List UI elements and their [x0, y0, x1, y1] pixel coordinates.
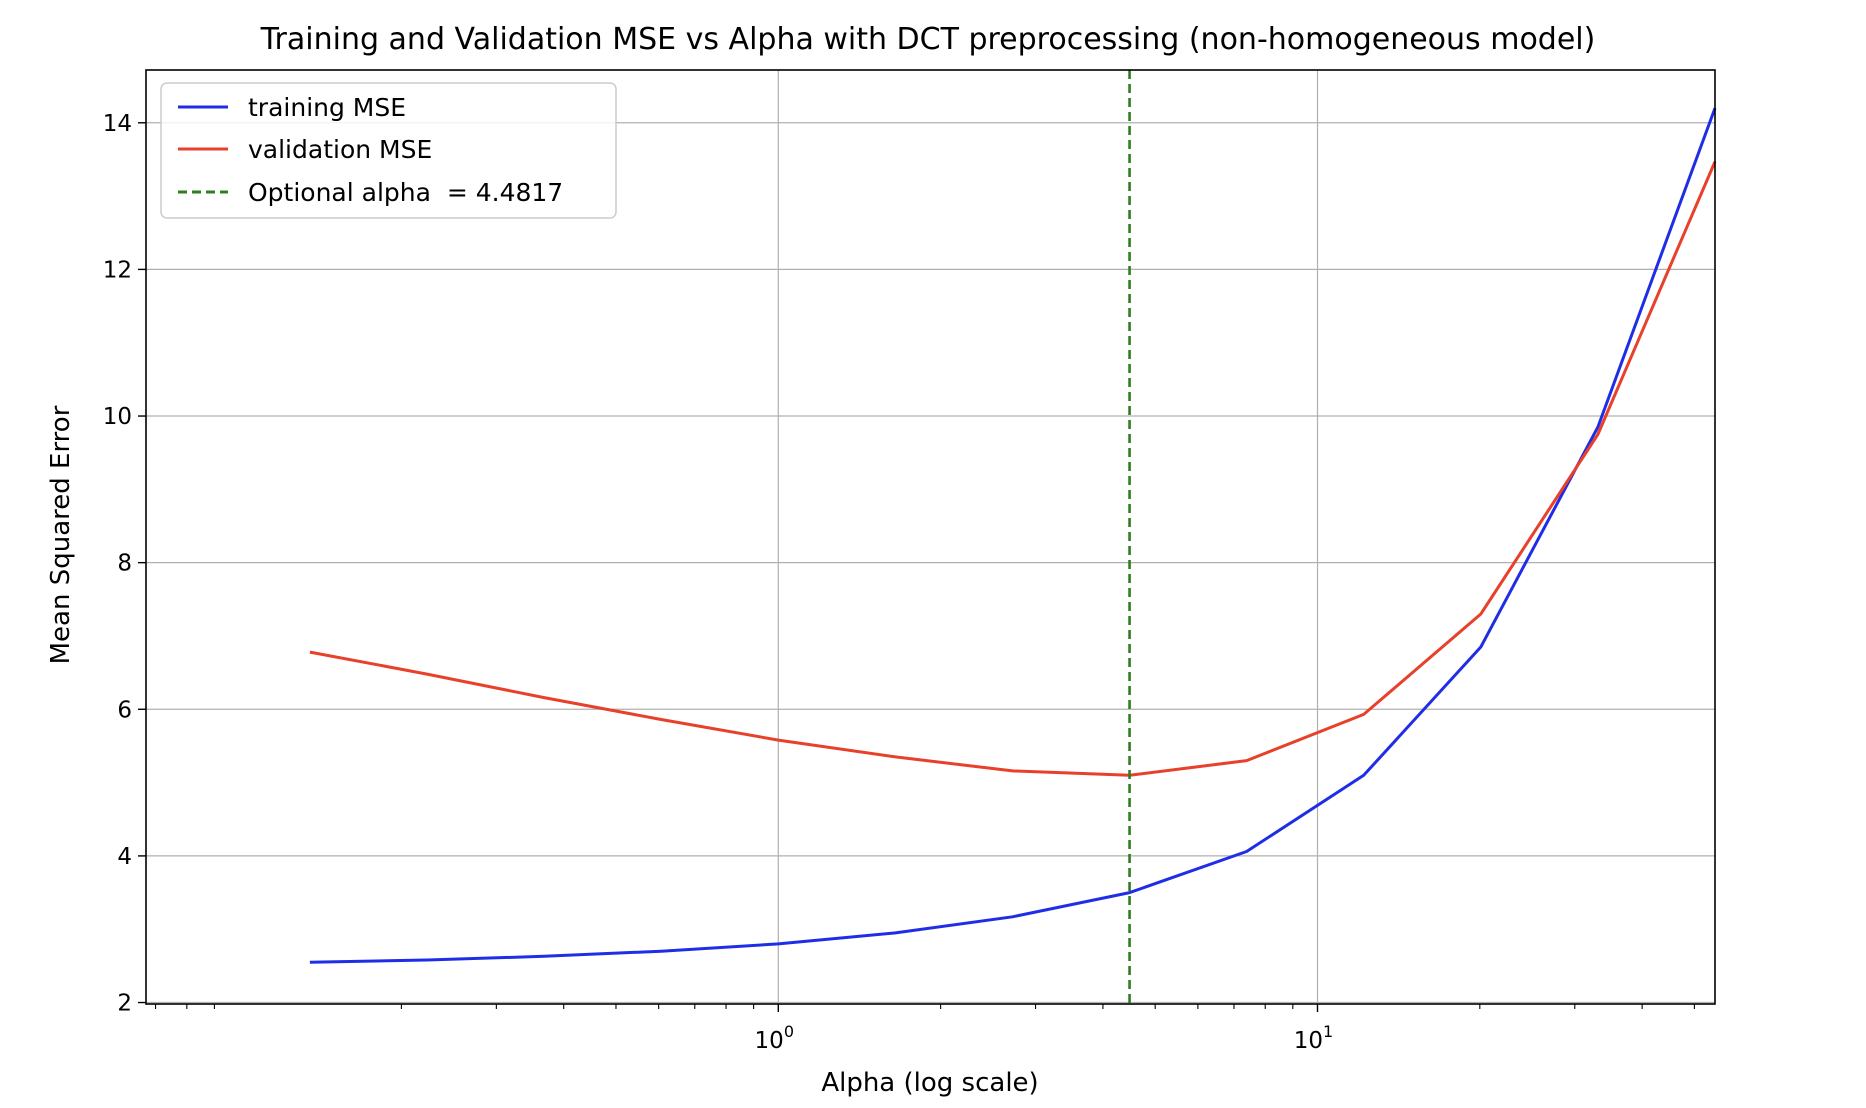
y-tick-label: 2 [117, 991, 132, 1017]
y-axis-label: Mean Squared Error [46, 405, 76, 664]
y-tick-label: 4 [117, 844, 132, 870]
series-line-validation [309, 161, 1717, 777]
legend-label-validation: validation MSE [248, 135, 432, 164]
x-axis: 100 101 [155, 1004, 1695, 1054]
y-tick-label: 12 [103, 257, 132, 283]
x-tick-label: 100 [755, 1022, 794, 1054]
y-tick-label: 6 [117, 697, 132, 723]
plot-area [309, 70, 1717, 1004]
plot-frame [145, 69, 1716, 1005]
y-tick-label: 14 [103, 111, 132, 137]
legend-label-optimal-alpha: Optional alpha = 4.4817 [248, 178, 563, 207]
x-tick-label: 101 [1294, 1022, 1333, 1054]
y-tick-label: 8 [117, 551, 132, 577]
chart-title: Training and Validation MSE vs Alpha wit… [260, 22, 1596, 57]
legend-box [160, 82, 617, 219]
x-axis-label: Alpha (log scale) [821, 1068, 1038, 1098]
legend-label-training: training MSE [248, 93, 406, 122]
series-line-training [309, 107, 1717, 964]
legend: training MSE validation MSE Optional alp… [160, 82, 617, 219]
y-axis: 2 4 6 8 10 12 14 [103, 111, 146, 1017]
y-tick-label: 10 [103, 404, 132, 430]
